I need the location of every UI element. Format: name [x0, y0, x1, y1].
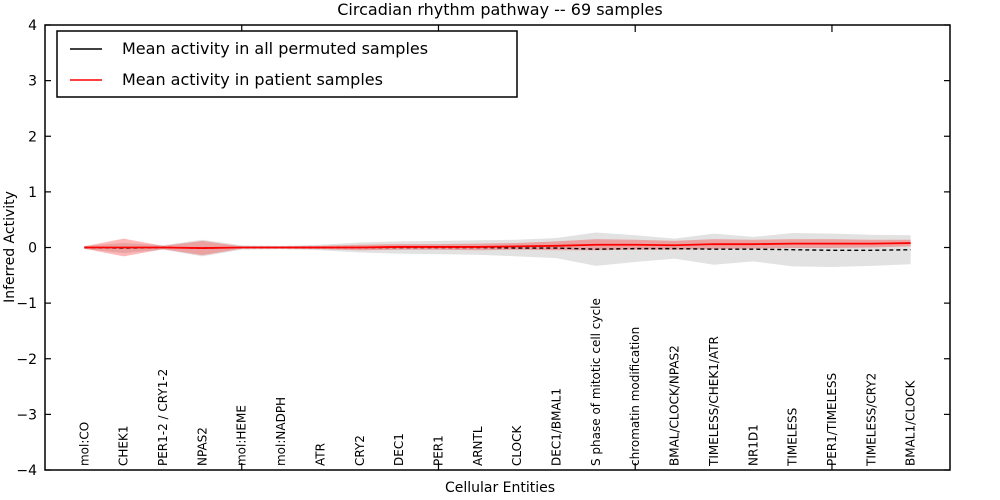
permuted-mean-line [84, 246, 911, 251]
y-tick-label: −2 [16, 352, 37, 368]
y-axis-ticks: 4 3 2 1 0 −1 −2 −3 −4 [16, 18, 950, 479]
category-label: mol:HEME [235, 405, 249, 466]
x-axis-label: Cellular Entities [445, 480, 555, 496]
category-label: PER1-2 / CRY1-2 [156, 369, 170, 466]
category-label: CLOCK [510, 425, 524, 466]
category-label: PER1/TIMELESS [825, 373, 839, 466]
category-label: mol:CO [77, 422, 91, 466]
category-label: TIMELESS/CRY2 [864, 373, 878, 467]
category-label: CHEK1 [117, 426, 131, 467]
chart-title: Circadian rhythm pathway -- 69 samples [337, 0, 662, 19]
category-label: ARNTL [471, 426, 485, 466]
category-label: TIMELESS [786, 408, 800, 467]
category-label: NPAS2 [195, 427, 209, 466]
category-label: BMAL1/CLOCK [904, 379, 918, 466]
category-label: ATR [313, 443, 327, 466]
y-tick-label: 4 [28, 18, 37, 34]
patient-mean-line [84, 242, 911, 249]
category-label: TIMELESS/CHEK1/ATR [707, 336, 721, 467]
legend-label-patient: Mean activity in patient samples [122, 70, 383, 89]
y-tick-label: 2 [28, 129, 37, 145]
y-axis-label: Inferred Activity [2, 191, 18, 303]
legend-box [56, 30, 518, 98]
category-label: S phase of mitotic cell cycle [589, 298, 603, 466]
category-label: DEC1 [392, 433, 406, 466]
legend-label-permuted: Mean activity in all permuted samples [122, 39, 428, 58]
category-label: CRY2 [353, 435, 367, 466]
category-label: BMAL/CLOCK/NPAS2 [668, 345, 682, 466]
y-tick-label: −3 [16, 407, 37, 423]
permuted-std-band [84, 232, 911, 267]
y-tick-label: −1 [16, 296, 37, 312]
category-label: PER1 [431, 435, 445, 466]
category-label: DEC1/BMAL1 [550, 388, 564, 466]
plot-area [84, 232, 911, 267]
y-tick-label: 3 [28, 74, 37, 90]
category-labels: mol:CO CHEK1 PER1-2 / CRY1-2 NPAS2 mol:HEME m… [77, 298, 917, 467]
y-tick-label: −4 [16, 463, 37, 479]
legend: Mean activity in all permuted samples Me… [56, 30, 518, 98]
y-tick-label: 0 [28, 241, 37, 257]
category-label: mol:NADPH [274, 397, 288, 466]
category-label: NR1D1 [746, 424, 760, 466]
y-tick-label: 1 [28, 185, 37, 201]
category-label: chromatin modification [628, 327, 642, 466]
